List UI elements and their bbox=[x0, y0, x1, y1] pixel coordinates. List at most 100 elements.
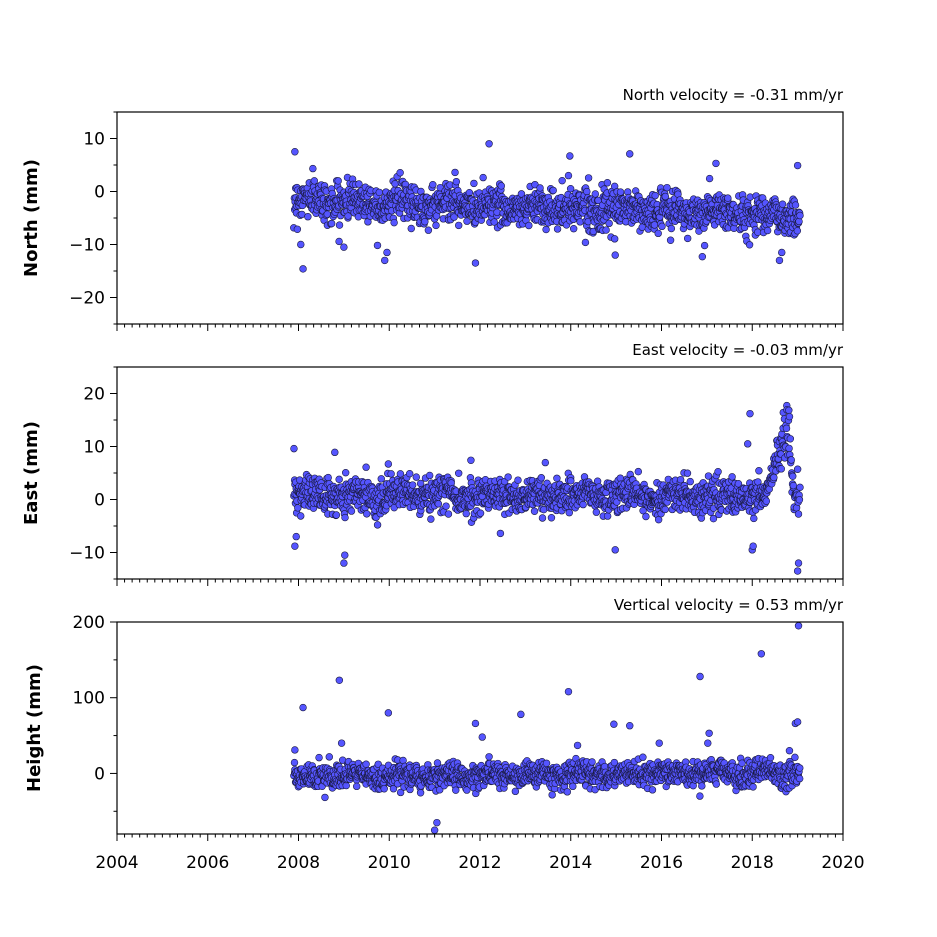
data-point bbox=[553, 225, 562, 233]
data-point bbox=[705, 174, 714, 183]
x-tick-label: 2008 bbox=[277, 853, 320, 873]
data-point bbox=[655, 739, 663, 747]
data-point bbox=[553, 474, 561, 482]
y-axis-label: East (mm) bbox=[21, 421, 42, 525]
data-point bbox=[762, 497, 771, 505]
data-point bbox=[642, 512, 650, 521]
panel-title: Vertical velocity = 0.53 mm/yr bbox=[614, 596, 844, 614]
data-point bbox=[291, 746, 299, 754]
data-point bbox=[746, 409, 754, 418]
data-point bbox=[340, 243, 348, 251]
data-point bbox=[611, 546, 619, 554]
panel-title: East velocity = -0.03 mm/yr bbox=[632, 341, 844, 359]
data-point bbox=[738, 759, 746, 767]
data-point bbox=[390, 218, 398, 227]
data-point bbox=[791, 753, 799, 762]
data-point bbox=[525, 221, 533, 230]
data-point bbox=[777, 465, 785, 473]
data-point bbox=[299, 703, 307, 712]
data-point bbox=[429, 180, 437, 189]
data-point bbox=[462, 509, 470, 518]
data-point bbox=[321, 793, 329, 802]
data-point bbox=[291, 542, 299, 550]
data-point bbox=[396, 169, 404, 177]
data-point bbox=[383, 248, 391, 257]
y-tick-label: 0 bbox=[94, 183, 105, 203]
data-point bbox=[791, 201, 800, 209]
data-point bbox=[341, 468, 350, 477]
data-point bbox=[335, 676, 344, 684]
data-point bbox=[712, 780, 721, 788]
data-point bbox=[332, 511, 341, 519]
data-point bbox=[530, 507, 539, 515]
data-point bbox=[387, 470, 395, 478]
data-point bbox=[432, 221, 440, 230]
data-point bbox=[728, 473, 736, 481]
x-tick-label: 2004 bbox=[95, 853, 138, 873]
data-point bbox=[363, 510, 371, 518]
data-point bbox=[793, 718, 802, 726]
data-point bbox=[337, 739, 346, 747]
data-point bbox=[616, 188, 625, 196]
data-point bbox=[293, 225, 302, 233]
data-point bbox=[310, 177, 319, 185]
data-point bbox=[564, 687, 573, 696]
data-point bbox=[504, 473, 512, 481]
data-point bbox=[566, 152, 574, 160]
data-point bbox=[611, 251, 619, 259]
data-point bbox=[471, 259, 480, 267]
data-point bbox=[789, 481, 798, 490]
data-point bbox=[584, 174, 593, 182]
data-point bbox=[537, 474, 545, 482]
x-tick-label: 2018 bbox=[731, 853, 774, 873]
data-point bbox=[454, 469, 463, 477]
data-point bbox=[496, 529, 505, 538]
data-point bbox=[744, 440, 752, 448]
data-point bbox=[377, 475, 385, 483]
data-point bbox=[569, 782, 577, 791]
data-point bbox=[795, 774, 804, 783]
data-point bbox=[712, 159, 720, 168]
x-tick-label: 2006 bbox=[186, 853, 229, 873]
data-point bbox=[591, 190, 599, 198]
data-point bbox=[536, 184, 544, 192]
data-point bbox=[362, 463, 370, 471]
data-point bbox=[603, 512, 612, 520]
data-point bbox=[309, 164, 317, 173]
data-point bbox=[396, 470, 405, 478]
data-point bbox=[696, 792, 704, 800]
data-point bbox=[796, 483, 804, 492]
data-point bbox=[479, 173, 487, 182]
data-point bbox=[795, 496, 804, 504]
data-point bbox=[485, 140, 493, 148]
data-point bbox=[698, 782, 706, 790]
data-point bbox=[763, 226, 772, 235]
data-point bbox=[416, 479, 425, 488]
y-tick-label: −20 bbox=[69, 289, 105, 309]
data-point bbox=[344, 212, 352, 220]
data-point bbox=[683, 469, 692, 477]
data-point bbox=[569, 225, 578, 233]
data-point bbox=[476, 509, 485, 517]
data-point bbox=[540, 505, 548, 514]
panel-title: North velocity = -0.31 mm/yr bbox=[623, 86, 844, 104]
y-tick-label: 20 bbox=[83, 385, 105, 405]
data-point bbox=[661, 505, 669, 514]
data-point bbox=[547, 514, 556, 522]
data-point bbox=[757, 650, 766, 658]
y-tick-label: 200 bbox=[73, 613, 105, 633]
data-point bbox=[493, 208, 501, 216]
data-point bbox=[755, 467, 763, 475]
y-axis-label: North (mm) bbox=[21, 159, 42, 277]
data-point bbox=[704, 739, 712, 747]
data-point bbox=[416, 789, 425, 797]
data-point bbox=[444, 510, 453, 518]
data-point bbox=[381, 256, 389, 265]
y-axis-label: Height (mm) bbox=[24, 664, 45, 792]
data-point bbox=[563, 788, 571, 796]
y-tick-label: 100 bbox=[73, 689, 105, 709]
y-tick-label: 0 bbox=[94, 764, 105, 784]
data-point bbox=[292, 532, 300, 541]
x-tick-label: 2016 bbox=[640, 853, 683, 873]
data-point bbox=[497, 182, 505, 190]
